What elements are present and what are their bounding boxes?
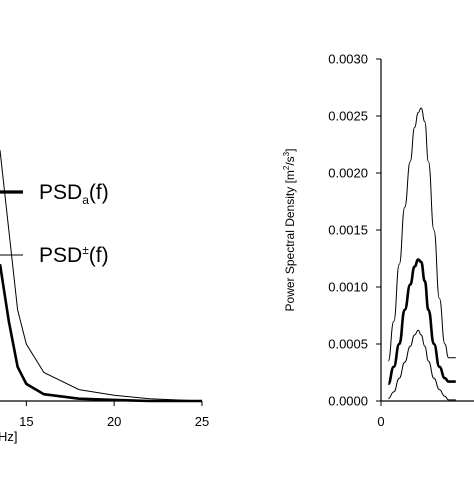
right-y-tick-label: 0.0005	[328, 337, 368, 352]
left-x-tick-label: 20	[107, 414, 121, 429]
right-y-tick-label: 0.0010	[328, 280, 368, 295]
right-panel: 0.0000 0.0005 0.0010 0.0015 0.0020 0.0025 0.00…	[282, 52, 474, 429]
legend-label-thin-sup: ±	[82, 243, 89, 257]
left-x-axis-label: Hz]	[0, 429, 18, 444]
left-x-tick-label: 15	[19, 414, 33, 429]
left-x-tick-label: 25	[195, 414, 209, 429]
left-panel: 15 20 25 Hz] PSDa(f) PSD±(f)	[0, 150, 209, 444]
right-y-tick-label: 0.0030	[328, 52, 368, 67]
ylabel-sup1: 2	[282, 165, 291, 170]
left-series-group	[0, 150, 203, 403]
right-y-tick-label: 0.0015	[328, 223, 368, 238]
legend-label-thick: PSDa(f)	[39, 181, 109, 207]
right-y-axis-title: Power Spectral Density [m2/s3]	[282, 149, 297, 312]
ylabel-sup2: 3	[282, 151, 291, 156]
legend-label-thin-rest: (f)	[89, 244, 109, 267]
legend-entry-thick: PSDa(f)	[0, 181, 109, 207]
right-series-line-lower	[388, 329, 456, 401]
legend-label-thick-rest: (f)	[89, 181, 109, 204]
ylabel-main: Power Spectral Density [m	[283, 170, 297, 311]
right-y-tick-label: 0.0020	[328, 166, 368, 181]
left-series-line-thin	[0, 150, 203, 402]
right-series-group	[387, 107, 456, 401]
right-x-tick-label: 0	[377, 414, 384, 429]
right-y-tick-label: 0.0000	[328, 394, 368, 409]
legend: PSDa(f) PSD±(f)	[0, 181, 109, 267]
right-y-ticks: 0.0000 0.0005 0.0010 0.0015 0.0020 0.0025 0.00…	[328, 52, 381, 409]
legend-entry-thin: PSD±(f)	[0, 243, 109, 267]
legend-label-thick-sub: a	[82, 193, 89, 207]
ylabel-end: ]	[283, 149, 297, 152]
right-y-tick-label: 0.0025	[328, 109, 368, 124]
right-series-line-upper	[387, 107, 456, 362]
right-x-ticks: 0	[377, 401, 385, 429]
legend-label-thin: PSD±(f)	[39, 243, 109, 267]
legend-label-thin-main: PSD	[39, 244, 82, 267]
left-x-ticks: 15 20 25	[19, 401, 209, 429]
left-series-line-thick	[0, 264, 202, 403]
right-series-line-mean	[387, 258, 456, 386]
ylabel-mid: /s	[283, 156, 297, 165]
legend-label-thick-main: PSD	[39, 181, 82, 204]
